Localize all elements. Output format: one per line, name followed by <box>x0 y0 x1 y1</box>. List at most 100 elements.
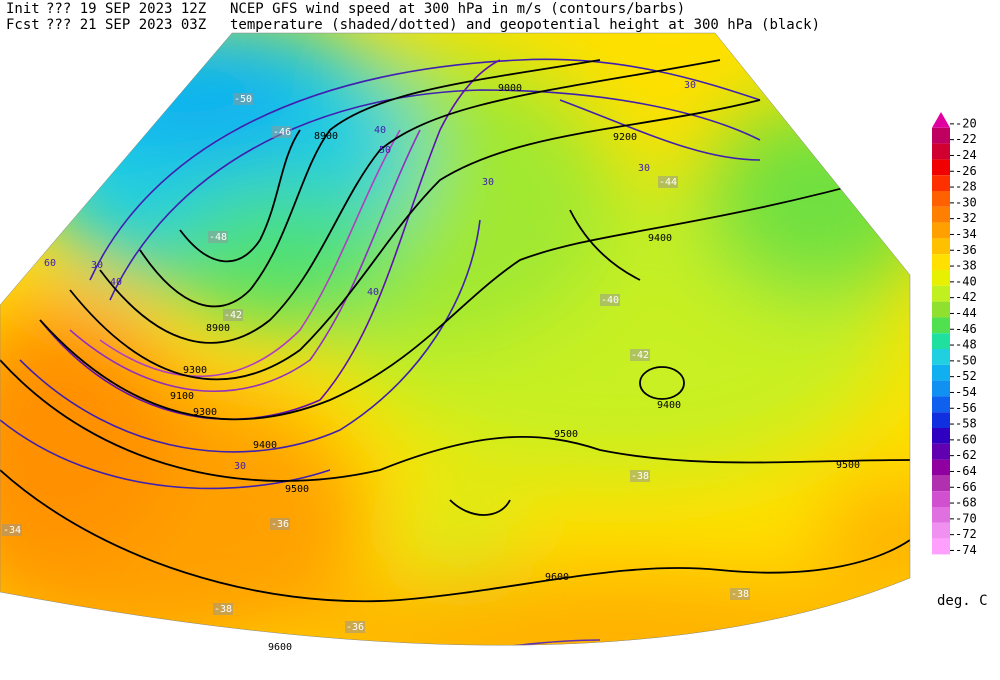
colorbar-box <box>932 127 950 144</box>
colorbar-label: -66 <box>955 480 977 494</box>
colorbar-label: -62 <box>955 448 977 462</box>
colorbar-label: -46 <box>955 322 977 336</box>
height-label: 9500 <box>554 429 578 440</box>
wind-label: 60 <box>44 258 56 269</box>
colorbar-box <box>932 159 950 176</box>
label-bg <box>630 349 650 361</box>
colorbar-box <box>932 459 950 476</box>
fcst-label: Fcst <box>6 17 40 33</box>
colorbar-label: -34 <box>955 227 977 241</box>
label-bg <box>208 231 228 243</box>
colorbar-box <box>932 491 950 507</box>
colorbar-box <box>932 538 950 555</box>
wind-label: 40 <box>367 287 379 298</box>
init-label: Init <box>6 1 40 17</box>
colorbar-box <box>932 191 950 207</box>
temperature-label: -42 <box>631 350 649 361</box>
colorbar-box <box>932 428 950 444</box>
temperature-label: -36 <box>271 519 289 530</box>
colorbar-box <box>932 254 950 270</box>
label-bg <box>730 588 750 600</box>
height-label: 9600 <box>268 642 292 653</box>
colorbar-box <box>932 475 950 492</box>
colorbar-label: -22 <box>955 132 977 146</box>
colorbar-label: -50 <box>955 353 977 367</box>
map-domain <box>0 32 911 646</box>
height-label: 9500 <box>285 484 309 495</box>
temperature-label: -42 <box>224 310 242 321</box>
colorbar-label: -36 <box>955 243 977 257</box>
height-label: 9000 <box>498 83 522 94</box>
colorbar-label: -32 <box>955 211 977 225</box>
colorbar-box <box>932 507 950 523</box>
height-label: 9100 <box>170 391 194 402</box>
colorbar-label: -42 <box>955 290 977 304</box>
colorbar-label: -28 <box>955 180 977 194</box>
colorbar-label: -20 <box>955 116 977 130</box>
label-bg <box>233 93 253 105</box>
height-label: 9600 <box>545 572 569 583</box>
colorbar-arrow <box>932 112 950 128</box>
wind-label: 30 <box>91 260 103 271</box>
colorbar-label: -26 <box>955 164 977 178</box>
colorbar-box <box>932 412 950 428</box>
height-label: 8900 <box>206 323 230 334</box>
temperature-label: -38 <box>631 471 649 482</box>
colorbar-box <box>932 206 950 223</box>
temperature-label: -50 <box>234 94 252 105</box>
temperature-label: -44 <box>659 177 677 188</box>
title-line1: NCEP GFS wind speed at 300 hPa in m/s (c… <box>230 1 685 17</box>
colorbar-label: -24 <box>955 148 977 162</box>
label-bg <box>2 524 22 536</box>
colorbar: -20 -22 -24 -26 -28-30 -32 -34 -36 -38-40 -42 -44 -… <box>932 112 977 557</box>
wind-label: 40 <box>110 277 122 288</box>
wind-label: 30 <box>482 177 494 188</box>
temperature-label: -46 <box>273 127 291 138</box>
height-label: 9500 <box>836 460 860 471</box>
colorbar-label: -64 <box>955 464 977 478</box>
colorbar-label: -40 <box>955 274 977 288</box>
temperature-label: -40 <box>601 295 619 306</box>
height-label: 9300 <box>193 407 217 418</box>
colorbar-label: -48 <box>955 338 977 352</box>
colorbar-label: -54 <box>955 385 977 399</box>
map-labels: 9600 9600 9500 9500 9500 9400 9400 9400 9300 9300… <box>2 80 860 653</box>
colorbar-box <box>932 522 950 539</box>
wind-label: 30 <box>638 163 650 174</box>
colorbar-box <box>932 443 950 460</box>
colorbar-label: -30 <box>955 195 977 209</box>
wind-label: 50 <box>379 145 391 156</box>
label-bg <box>345 621 365 633</box>
colorbar-box <box>932 364 950 381</box>
wind-label: 30 <box>234 461 246 472</box>
fcst-time: ??? 21 SEP 2023 03Z <box>46 17 206 33</box>
label-bg <box>600 294 620 306</box>
colorbar-box <box>932 222 950 239</box>
temperature-label: -38 <box>731 589 749 600</box>
wind-label: 40 <box>374 125 386 136</box>
init-time: ??? 19 SEP 2023 12Z <box>46 1 206 17</box>
colorbar-box <box>932 285 950 302</box>
colorbar-label: -60 <box>955 432 977 446</box>
colorbar-box <box>932 175 950 191</box>
colorbar-label: -74 <box>955 543 977 557</box>
height-label: 9300 <box>183 365 207 376</box>
colorbar-label: -58 <box>955 417 977 431</box>
label-bg <box>630 470 650 482</box>
height-label: 9200 <box>613 132 637 143</box>
label-bg <box>270 518 290 530</box>
colorbar-box <box>932 349 950 365</box>
temperature-label: -38 <box>214 604 232 615</box>
label-bg <box>658 176 678 188</box>
colorbar-box <box>932 317 950 334</box>
colorbar-label: -68 <box>955 496 977 510</box>
height-label: 9400 <box>253 440 277 451</box>
wind-label: 30 <box>684 80 696 91</box>
colorbar-label: -38 <box>955 259 977 273</box>
colorbar-box <box>932 238 950 255</box>
colorbar-label: -44 <box>955 306 977 320</box>
label-bg <box>223 309 243 321</box>
colorbar-box <box>932 270 950 286</box>
colorbar-label: -52 <box>955 369 977 383</box>
